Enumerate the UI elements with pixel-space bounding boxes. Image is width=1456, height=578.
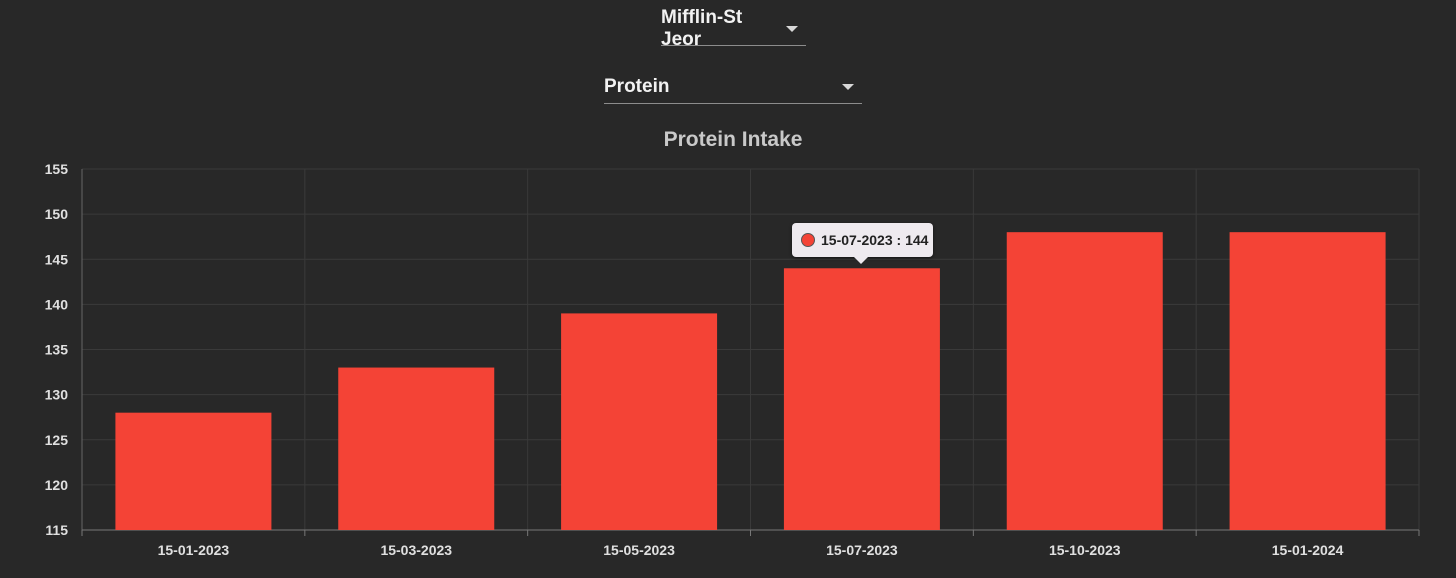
nutrient-dropdown[interactable]: Protein <box>604 70 862 104</box>
bar <box>561 313 718 530</box>
series-color-dot-icon <box>801 233 815 247</box>
y-tick-label: 145 <box>45 251 69 267</box>
y-tick-label: 140 <box>45 296 69 312</box>
bar <box>783 268 940 530</box>
x-tick-label: 15-03-2023 <box>380 542 452 558</box>
tooltip-value: 144 <box>905 232 929 248</box>
y-tick-label: 115 <box>45 522 68 538</box>
bar <box>1006 232 1163 531</box>
x-tick-label: 15-10-2023 <box>1049 542 1121 558</box>
nutrient-dropdown-value: Protein <box>604 75 670 97</box>
chart-tooltip: 15-07-2023 : 144 <box>792 223 933 264</box>
bar <box>338 367 495 530</box>
x-tick-label: 15-01-2023 <box>158 542 230 558</box>
y-tick-label: 135 <box>45 342 69 358</box>
chevron-down-icon <box>786 25 798 32</box>
y-tick-label: 130 <box>45 387 69 403</box>
bar <box>115 412 272 530</box>
y-tick-label: 150 <box>45 206 69 222</box>
formula-dropdown[interactable]: Mifflin-St Jeor <box>661 7 806 50</box>
x-tick-label: 15-01-2024 <box>1272 542 1344 558</box>
bar <box>1229 232 1386 531</box>
y-tick-label: 155 <box>45 161 69 177</box>
y-tick-label: 120 <box>45 477 69 493</box>
formula-dropdown-value: Mifflin-St Jeor <box>661 6 743 50</box>
chart-title: Protein Intake <box>663 128 803 151</box>
x-tick-label: 15-07-2023 <box>826 542 898 558</box>
chevron-down-icon <box>842 83 854 90</box>
y-tick-label: 125 <box>45 432 69 448</box>
tooltip-separator: : <box>892 232 906 248</box>
x-tick-label: 15-05-2023 <box>603 542 675 558</box>
tooltip-date: 15-07-2023 <box>821 232 893 248</box>
